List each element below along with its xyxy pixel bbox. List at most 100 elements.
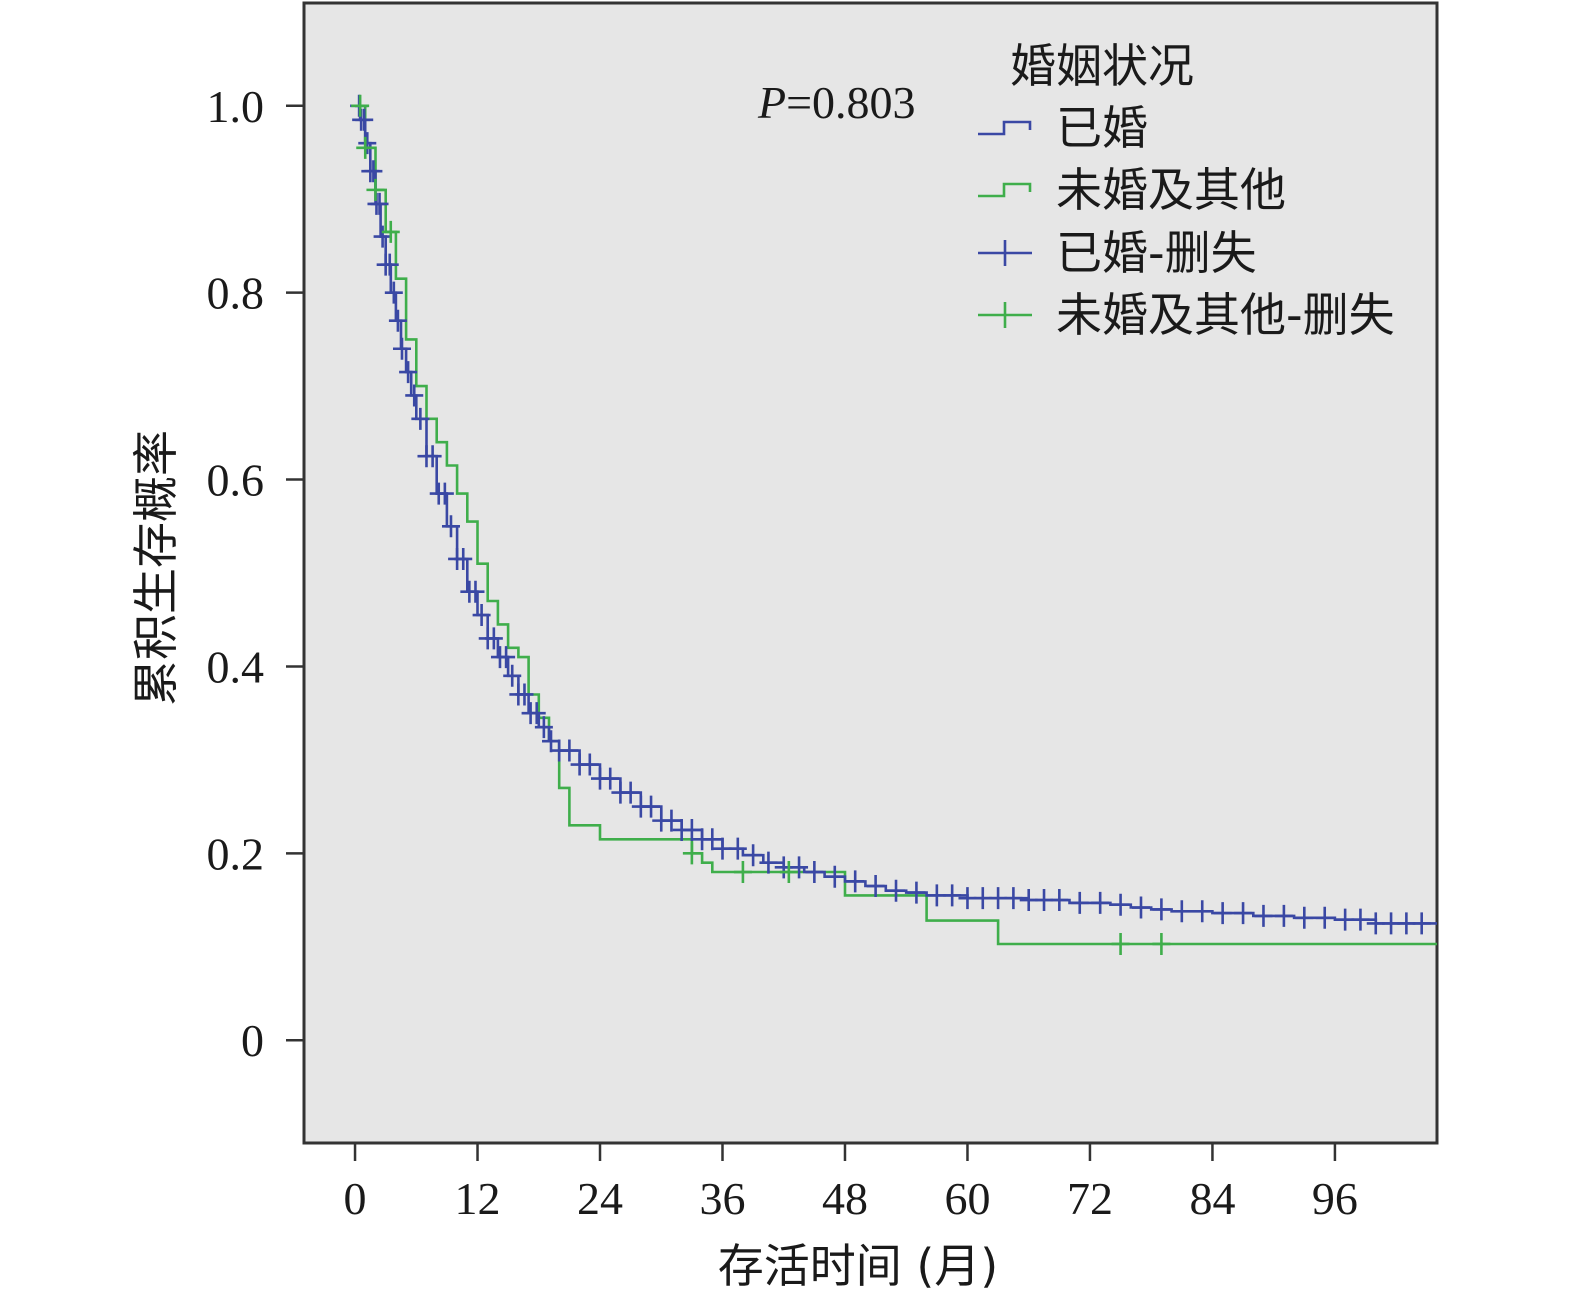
censor-mark-married [1315, 906, 1334, 929]
censor-mark-married [1254, 904, 1273, 927]
y-axis-title: 累积生存概率 [129, 430, 183, 706]
legend-label: 未婚及其他-删失 [1056, 288, 1395, 342]
censor-mark-married [1397, 912, 1416, 935]
censor-mark-married [1172, 900, 1191, 923]
censor-mark-married [1336, 908, 1355, 931]
censor-mark-married [927, 884, 946, 907]
censor-mark-married [846, 870, 865, 893]
censor-mark-married [1213, 902, 1232, 925]
censor-mark-married [503, 664, 522, 687]
censor-mark-married [1351, 908, 1370, 931]
x-tick-label: 72 [1067, 1173, 1113, 1224]
censor-mark-married [1382, 912, 1401, 935]
censor-mark-married [790, 856, 809, 879]
censor-mark-married [542, 730, 561, 753]
legend-swatch-step [978, 182, 1032, 198]
censor-mark-married [441, 515, 460, 538]
y-tick-label: 1.0 [207, 81, 265, 132]
censor-mark-married [805, 861, 824, 884]
censor-mark-married [703, 828, 722, 851]
censor-mark-married [560, 739, 579, 762]
censor-mark-married [364, 160, 383, 183]
censor-mark-married [388, 309, 407, 332]
censor-mark-married [1366, 912, 1385, 935]
legend-label: 已婚-删失 [1056, 226, 1257, 280]
censor-mark-married [392, 337, 411, 360]
x-tick-label: 0 [344, 1173, 367, 1224]
censor-mark-married [1234, 902, 1253, 925]
censor-mark-married [713, 837, 732, 860]
censor-mark-unmarried [381, 220, 400, 243]
survival-line-unmarried [355, 104, 1437, 946]
censor-marks [350, 94, 1431, 955]
censor-mark-married [642, 795, 661, 818]
censor-mark-married [1050, 889, 1069, 912]
censor-mark-unmarried [1111, 932, 1130, 955]
censor-mark-married [1274, 904, 1293, 927]
censor-mark-married [472, 604, 491, 627]
censor-mark-married [1295, 906, 1314, 929]
censor-mark-married [373, 225, 392, 248]
censor-mark-married [621, 781, 640, 804]
censor-mark-married [399, 361, 418, 384]
censor-mark-married [515, 683, 534, 706]
y-tick-label: 0.4 [207, 641, 265, 692]
censor-mark-married [1070, 891, 1089, 914]
censor-mark-married [534, 716, 553, 739]
censor-mark-married [1035, 889, 1054, 912]
censor-mark-married [728, 837, 747, 860]
censor-mark-married [358, 132, 377, 155]
x-tick-label: 84 [1189, 1173, 1235, 1224]
x-tick-label: 96 [1312, 1173, 1358, 1224]
censor-mark-married [943, 884, 962, 907]
censor-mark-married [1193, 900, 1212, 923]
y-tick-label: 0 [241, 1015, 264, 1066]
censor-mark-unmarried [366, 178, 385, 201]
censor-mark-unmarried [351, 94, 370, 117]
plot-area [302, 1, 1439, 1145]
censor-mark-unmarried [682, 842, 701, 865]
censor-mark-married [1152, 898, 1171, 921]
censor-mark-unmarried [1152, 932, 1171, 955]
x-tick-label: 24 [577, 1173, 623, 1224]
censor-mark-married [1111, 893, 1130, 916]
x-axis-title: 存活时间 (月) [718, 1239, 999, 1293]
censor-mark-married [405, 384, 424, 407]
censor-mark-married [887, 879, 906, 902]
censor-mark-married [759, 851, 778, 874]
censor-mark-married [435, 482, 454, 505]
censor-mark-married [1019, 889, 1038, 912]
p-value-annotation: P=0.803 [757, 77, 916, 128]
x-tick-label: 60 [944, 1173, 990, 1224]
censor-mark-married [989, 887, 1008, 910]
censor-mark-married [466, 580, 485, 603]
censor-mark-married [973, 887, 992, 910]
axis-ticks: 0 12 24 36 48 60 72 84 96 0 0.2 0.4 0.6 0.8 1.0 [207, 81, 1358, 1224]
censor-mark-married [370, 192, 389, 215]
censor-mark-married [682, 818, 701, 841]
legend-label: 未婚及其他 [1056, 163, 1286, 217]
y-tick-label: 0.2 [207, 828, 265, 879]
x-tick-label: 12 [455, 1173, 501, 1224]
legend-title: 婚姻状况 [1010, 39, 1194, 93]
censor-mark-married [601, 767, 620, 790]
legend-swatch-step [978, 120, 1032, 136]
censor-mark-married [958, 887, 977, 910]
censor-mark-unmarried [779, 861, 798, 884]
censor-mark-married [423, 445, 442, 468]
legend-swatch-censor [978, 302, 1032, 328]
censor-mark-married [825, 865, 844, 888]
censor-mark-married [1131, 896, 1150, 919]
censor-mark-married [866, 875, 885, 898]
legend-swatch-censor [978, 240, 1032, 266]
censor-mark-married [454, 547, 473, 570]
legend-label: 已婚 [1056, 101, 1148, 155]
censor-mark-unmarried [356, 136, 375, 159]
censor-mark-married [527, 702, 546, 725]
censor-mark-married [384, 281, 403, 304]
x-tick-label: 48 [822, 1173, 868, 1224]
censor-mark-married [411, 407, 430, 430]
